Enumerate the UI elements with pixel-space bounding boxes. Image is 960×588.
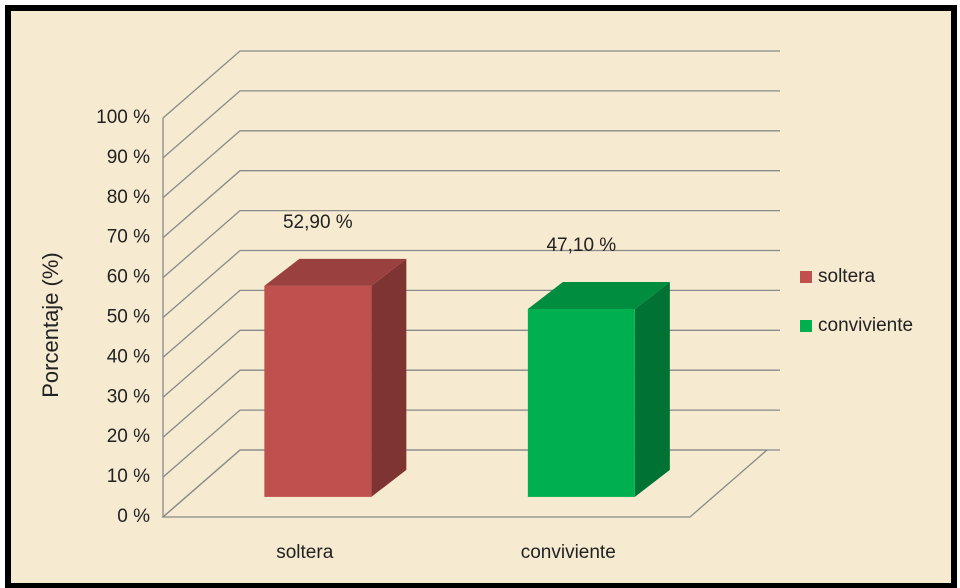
grid-line: [162, 130, 780, 199]
y-tick-label: 80 %: [107, 187, 150, 208]
y-tick-label: 60 %: [107, 267, 150, 288]
y-tick-label: 100 %: [96, 107, 150, 128]
data-label: 47,10 %: [546, 235, 616, 256]
y-tick-label: 40 %: [107, 346, 150, 367]
y-tick-label: 90 %: [107, 147, 150, 168]
y-tick-label: 70 %: [107, 227, 150, 248]
bar-side: [371, 258, 407, 497]
bar-top: [264, 258, 407, 286]
grid-line: [162, 50, 780, 119]
x-tick-label: conviviente: [521, 542, 616, 563]
y-axis-label: Porcentaje (%): [38, 252, 63, 398]
grid-line: [162, 170, 780, 239]
data-label: 52,90 %: [283, 212, 353, 233]
y-tick-label: 30 %: [107, 386, 150, 407]
chart-frame: [5, 5, 957, 588]
grid-line: [162, 90, 780, 159]
y-tick-label: 10 %: [107, 466, 150, 487]
bar: [527, 308, 635, 497]
y-tick-label: 50 %: [107, 307, 150, 328]
legend-swatch: [800, 271, 812, 283]
grid-line: [162, 209, 780, 279]
y-tick-label: 20 %: [107, 426, 150, 447]
bar-top: [527, 281, 670, 309]
bar: [264, 285, 372, 497]
bar-side: [634, 281, 670, 497]
legend-swatch: [800, 320, 812, 332]
legend-label: soltera: [818, 266, 875, 287]
grid-line: [162, 249, 780, 318]
x-tick-label: soltera: [276, 542, 333, 563]
y-tick-label: 0 %: [117, 506, 150, 527]
legend-label: conviviente: [818, 315, 913, 336]
